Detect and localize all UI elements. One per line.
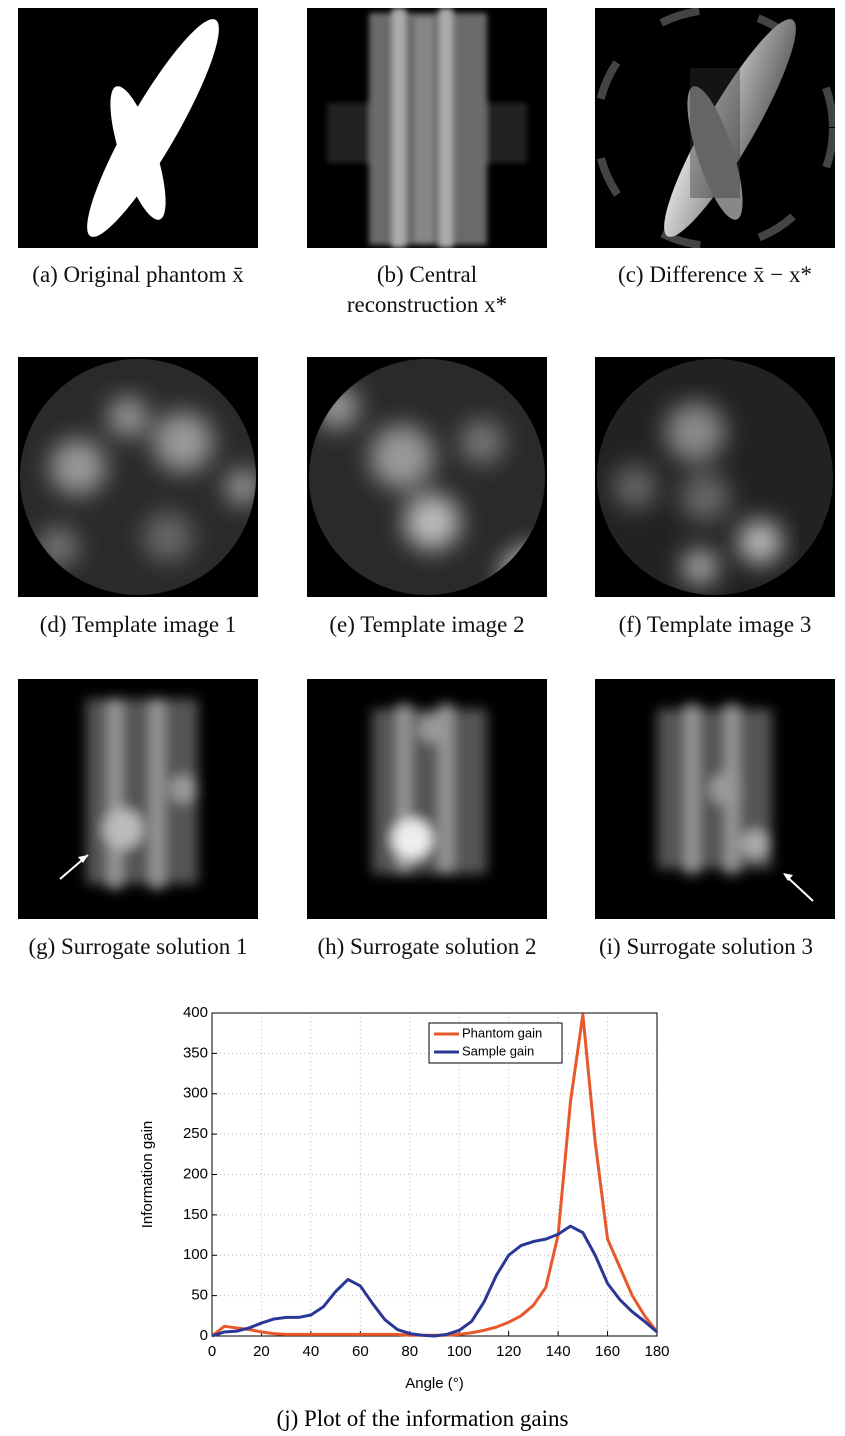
legend-label: Phantom gain	[462, 1025, 542, 1040]
phantom-image	[18, 8, 258, 248]
y-tick-label: 100	[183, 1246, 208, 1263]
x-axis-label: Angle (°)	[405, 1375, 464, 1392]
x-tick-label: 120	[496, 1343, 521, 1360]
x-tick-label: 60	[352, 1343, 369, 1360]
y-tick-label: 400	[183, 1004, 208, 1021]
surrogate-image	[18, 679, 258, 919]
y-tick-label: 200	[183, 1165, 208, 1182]
chart: 0 50 100 150 200 250 300 350 400 0 20 40 60 80 100 120 1…	[0, 990, 845, 1400]
x-tick-label: 40	[303, 1343, 320, 1360]
y-axis-label: Information gain	[139, 1121, 156, 1229]
caption: (f) Template image 3	[565, 610, 845, 640]
x-tick-label: 160	[595, 1343, 620, 1360]
x-tick-label: 180	[644, 1343, 669, 1360]
y-tick-label: 350	[183, 1044, 208, 1061]
difference-image	[595, 8, 835, 248]
x-tick-label: 20	[253, 1343, 270, 1360]
x-tick-label: 100	[447, 1343, 472, 1360]
x-tick-label: 80	[401, 1343, 418, 1360]
caption: (g) Surrogate solution 1	[0, 932, 284, 962]
y-tick-label: 150	[183, 1206, 208, 1223]
y-tick-label: 50	[191, 1287, 208, 1304]
caption: (h) Surrogate solution 2	[281, 932, 573, 962]
figure: (a) Original phantom x̄ (b) Central reco…	[0, 0, 845, 1436]
template-image	[307, 357, 547, 597]
surrogate-image	[307, 679, 547, 919]
reconstruction-image	[307, 8, 547, 248]
surrogate-image	[595, 679, 835, 919]
caption: (i) Surrogate solution 3	[560, 932, 845, 962]
caption: (c) Difference x̄ − x*	[565, 260, 845, 290]
template-image	[595, 357, 835, 597]
caption: (d) Template image 1	[0, 610, 288, 640]
y-tick-label: 300	[183, 1085, 208, 1102]
caption: (b) Central reconstruction x*	[332, 260, 522, 320]
legend-label: Sample gain	[462, 1043, 534, 1058]
y-tick-label: 250	[183, 1125, 208, 1142]
x-tick-label: 140	[546, 1343, 571, 1360]
caption: (a) Original phantom x̄	[0, 260, 276, 290]
caption: (j) Plot of the information gains	[0, 1406, 845, 1432]
y-tick-label: 0	[200, 1327, 208, 1344]
template-image	[18, 357, 258, 597]
x-tick-label: 0	[208, 1343, 216, 1360]
caption: (e) Template image 2	[277, 610, 577, 640]
